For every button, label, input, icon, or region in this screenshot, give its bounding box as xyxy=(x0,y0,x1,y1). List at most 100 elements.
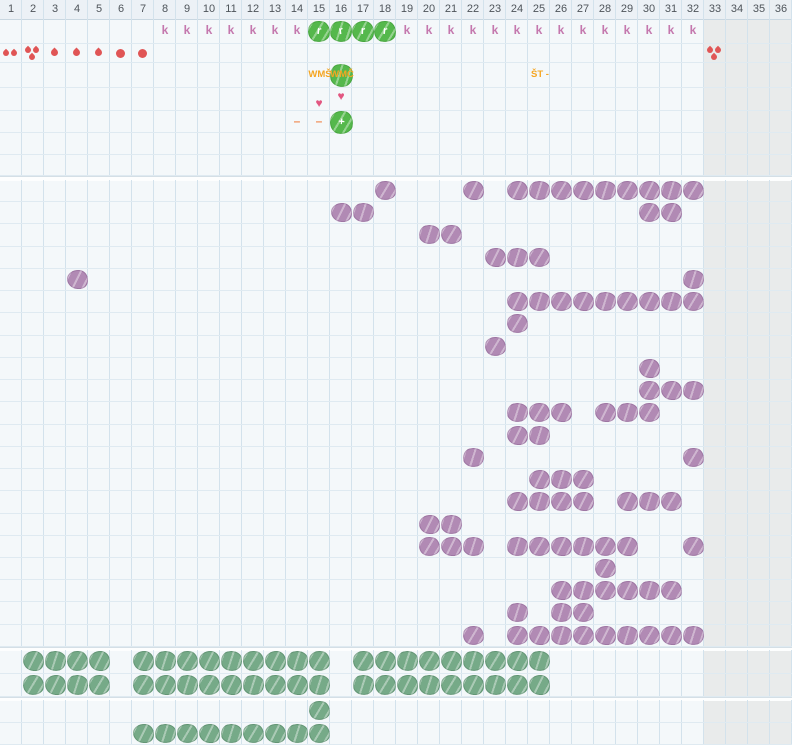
column-header-week: 28 xyxy=(594,0,616,19)
bloom-blob-icon xyxy=(616,180,639,201)
column-header-week: 35 xyxy=(748,0,770,19)
bloom-blob-icon xyxy=(528,650,551,672)
bloom-blob-icon xyxy=(682,536,705,557)
column-header-week: 17 xyxy=(352,0,374,19)
bloom-blob-icon xyxy=(572,536,595,557)
bloom-row xyxy=(0,625,792,647)
column-header-week: 36 xyxy=(770,0,792,19)
bloom-blob-icon xyxy=(594,558,617,579)
bloom-blob-icon xyxy=(374,180,397,201)
bloom-blob-icon xyxy=(176,673,199,695)
bloom-blob-icon xyxy=(660,180,683,201)
bloom-blob-icon xyxy=(352,202,375,223)
bloom-blob-icon xyxy=(132,673,155,695)
bloom-blob-icon xyxy=(551,581,573,601)
drop-shape xyxy=(72,48,82,58)
dot-icon xyxy=(132,44,154,63)
bloom-blob-icon xyxy=(617,536,639,556)
bloom-blob-icon xyxy=(529,625,551,645)
bloom-blob-icon xyxy=(507,181,529,201)
orange-label: WMČ xyxy=(328,69,356,81)
k-marker: k xyxy=(484,23,506,37)
bloom-blob-icon xyxy=(198,673,221,695)
bloom-blob-icon xyxy=(594,180,617,201)
legend-row-0: kkkkkkkkkkkkkkkkkkkkkrrrr xyxy=(0,19,792,44)
k-marker: k xyxy=(550,23,572,37)
orange-label: ŠT - xyxy=(526,69,554,81)
bloom-blob-icon xyxy=(397,674,419,695)
bloom-blob-icon xyxy=(286,722,309,743)
legend-row-6 xyxy=(0,155,792,176)
bloom-blob-icon xyxy=(176,722,199,743)
column-header-week: 3 xyxy=(44,0,66,19)
column-header-week: 20 xyxy=(418,0,440,19)
bloom-row xyxy=(0,224,792,246)
drop-shape xyxy=(10,49,18,57)
bloom-blob-icon xyxy=(419,514,441,534)
bloom-blob-icon xyxy=(616,291,639,312)
bloom-blob-icon xyxy=(45,674,67,695)
column-header-week: 24 xyxy=(506,0,528,19)
bloom-blob-icon xyxy=(220,722,243,743)
bloom-blob-icon xyxy=(638,402,661,423)
k-marker: k xyxy=(220,23,242,37)
bloom-blob-icon xyxy=(199,723,221,743)
legend-row-5 xyxy=(0,133,792,155)
bloom-blob-icon xyxy=(199,651,221,672)
bloom-blob-icon xyxy=(573,181,595,201)
bloom-blob-icon xyxy=(89,651,111,672)
column-header-week: 4 xyxy=(66,0,88,19)
bloom-blob-icon xyxy=(639,292,661,312)
bloom-blob-icon xyxy=(23,651,45,672)
drop-shape xyxy=(2,49,10,57)
column-header-week: 22 xyxy=(462,0,484,19)
bloom-blob-icon xyxy=(286,650,309,672)
bloom-blob-icon xyxy=(133,723,155,743)
drop-icon xyxy=(44,44,66,63)
bloom-blob-icon xyxy=(616,402,639,423)
bloom-blob-icon xyxy=(484,336,507,357)
drop-shape xyxy=(28,53,36,61)
bloom-blob-icon xyxy=(242,722,265,743)
column-header-week: 32 xyxy=(682,0,704,19)
k-marker: k xyxy=(198,23,220,37)
dot-shape xyxy=(138,49,147,58)
bloom-blob-icon xyxy=(221,674,243,695)
bloom-blob-icon xyxy=(639,359,661,379)
k-marker: k xyxy=(286,23,308,37)
bloom-row xyxy=(0,674,792,698)
bloom-blob-icon xyxy=(154,650,177,672)
bloom-blob-icon xyxy=(265,723,287,743)
column-header-week: 30 xyxy=(638,0,660,19)
bloom-row xyxy=(0,700,792,723)
bloom-blob-icon xyxy=(463,674,485,695)
bloom-row xyxy=(0,491,792,513)
column-header-week: 29 xyxy=(616,0,638,19)
bloom-blob-icon xyxy=(67,270,89,290)
column-header-week: 27 xyxy=(572,0,594,19)
column-header-week: 2 xyxy=(22,0,44,19)
bloom-row xyxy=(0,447,792,469)
column-header-week: 14 xyxy=(286,0,308,19)
bloom-blob-icon xyxy=(551,536,573,556)
column-header-week: 21 xyxy=(440,0,462,19)
bloom-row xyxy=(0,536,792,558)
bloom-blob-icon xyxy=(550,469,573,490)
column-header-week: 9 xyxy=(176,0,198,19)
column-header-week: 31 xyxy=(660,0,682,19)
bloom-blob-icon xyxy=(308,673,331,695)
k-marker: k xyxy=(462,23,484,37)
drop-triple-icon xyxy=(22,44,44,63)
bloom-blob-icon xyxy=(572,580,595,601)
column-header-week: 34 xyxy=(726,0,748,19)
bloom-blob-icon xyxy=(661,381,683,401)
bloom-calendar-grid: 1234567891011121314151617181920212223242… xyxy=(0,0,792,745)
bloom-row xyxy=(0,469,792,491)
bloom-blob-icon xyxy=(660,291,683,312)
bloom-blob-icon xyxy=(550,624,573,645)
drop-pair-icon xyxy=(0,44,22,63)
bloom-blob-icon xyxy=(617,492,639,512)
bloom-row xyxy=(0,358,792,380)
bloom-row xyxy=(0,514,792,536)
bloom-row xyxy=(0,650,792,674)
